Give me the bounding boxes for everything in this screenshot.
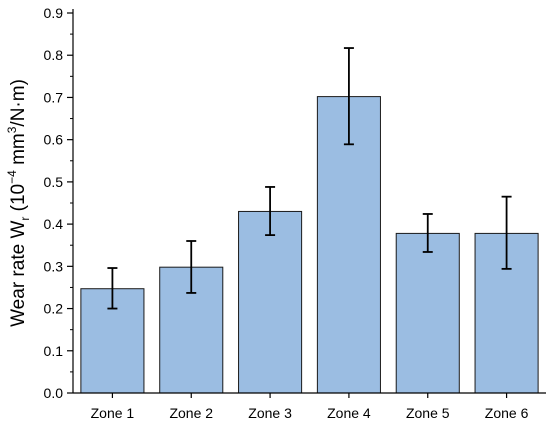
y-axis-label-part: −4 [5,170,19,184]
error-bar-zone-6 [501,195,512,270]
y-tick-label: 0.8 [44,47,64,63]
y-axis-label-part: Wear rate W [8,221,29,327]
x-tick-label: Zone 6 [485,405,529,421]
error-bar-zone-3 [265,186,276,236]
x-tick-label: Zone 5 [406,405,450,421]
y-tick-label: 0.7 [44,89,64,105]
error-bar-zone-4 [343,47,354,146]
bar-zone-5 [395,232,460,394]
y-tick-label: 0.1 [44,343,64,359]
y-axis-label: Wear rate Wr (10−4 mm3/N·m) [5,79,32,327]
error-bar-zone-5 [422,213,433,253]
bar-zone-3 [238,210,303,394]
y-tick-label: 0.4 [44,216,64,232]
error-bar-zone-2 [186,240,197,294]
y-tick-label: 0.5 [44,174,64,190]
error-bar-zone-1 [107,267,118,310]
plot-area [80,47,539,394]
y-axis-label-part: (10 [8,184,29,217]
x-tick-label: Zone 3 [248,405,292,421]
y-tick-label: 0.6 [44,132,64,148]
y-axis-label-part: 3 [5,126,19,133]
x-tick-label: Zone 2 [169,405,213,421]
y-axis-label-part: mm [8,133,29,170]
x-tick-label: Zone 4 [327,405,371,421]
y-tick-label: 0.0 [44,385,64,401]
x-tick-label: Zone 1 [91,405,135,421]
y-tick-label: 0.9 [44,5,64,21]
y-axis-label-part: /N·m) [8,79,29,126]
y-axis-label-part: r [18,217,32,221]
y-tick-label: 0.2 [44,301,64,317]
axes: 0.0 0.1 0.2 0.3 0.4 0.5 0.6 0.7 0.8 0.9 Zone 1 Zone… [44,5,546,421]
y-tick-label: 0.3 [44,258,64,274]
